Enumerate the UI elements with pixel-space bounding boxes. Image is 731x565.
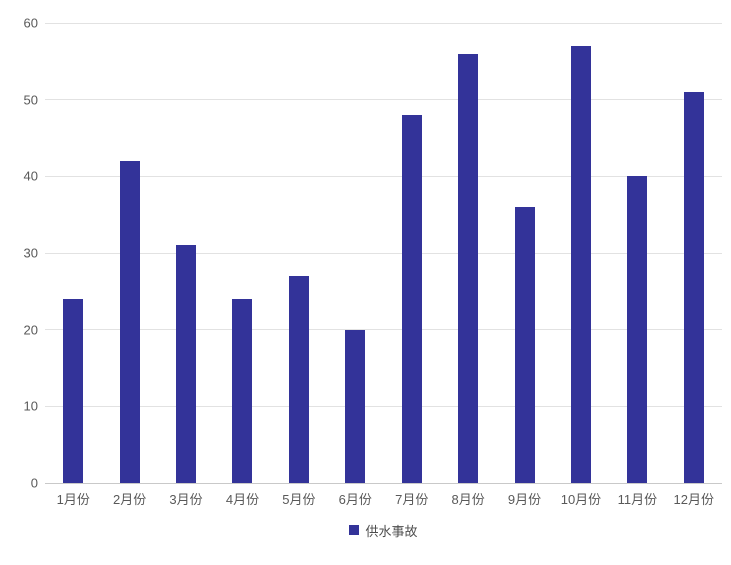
bar-5月份: [288, 276, 309, 483]
y-tick-label: 60: [23, 15, 38, 31]
bar-2月份: [119, 161, 140, 483]
y-tick-label: 10: [23, 398, 38, 414]
bar-3月份: [176, 245, 197, 483]
bar-4月份: [232, 299, 253, 483]
x-tick-label-9月份: 9月份: [507, 492, 542, 507]
gridline-y-50: [45, 99, 722, 101]
x-tick-label-2月份: 2月份: [113, 492, 147, 507]
gridline-y-0: [45, 482, 722, 484]
x-tick-label-1月份: 1月份: [56, 492, 90, 507]
bar-7月份: [401, 115, 422, 483]
y-tick-label: 0: [30, 475, 38, 491]
y-tick-label: 50: [23, 92, 38, 108]
y-tick-label: 20: [23, 322, 38, 338]
legend-marker-icon: [349, 525, 360, 535]
bar-11月份: [627, 176, 648, 483]
bar-1月份: [63, 299, 84, 483]
legend: 供水事故: [45, 521, 722, 539]
x-tick-label-11月份: 11月份: [617, 492, 658, 507]
x-tick-label-6月份: 6月份: [338, 492, 372, 507]
bar-12月份: [683, 92, 704, 483]
bar-6月份: [345, 329, 366, 483]
gridline-y-20: [45, 329, 722, 331]
gridline-y-60: [45, 22, 722, 24]
y-tick-label: 40: [23, 168, 38, 184]
gridline-y-30: [45, 252, 722, 254]
gridline-y-10: [45, 405, 722, 407]
x-tick-label-3月份: 3月份: [169, 492, 203, 507]
y-tick-label: 30: [23, 245, 38, 261]
bar-10月份: [570, 46, 591, 483]
x-tick-label-10月份: 10月份: [560, 492, 602, 507]
gridline-y-40: [45, 175, 722, 177]
x-tick-label-8月份: 8月份: [451, 492, 485, 507]
bar-8月份: [458, 53, 479, 483]
x-tick-label-7月份: 7月份: [395, 492, 429, 507]
x-tick-label-4月份: 4月份: [225, 492, 260, 507]
bar-9月份: [514, 207, 535, 483]
x-tick-label-12月份: 12月份: [673, 492, 715, 507]
legend-label: 供水事故: [365, 523, 418, 539]
x-tick-label-5月份: 5月份: [282, 492, 316, 507]
